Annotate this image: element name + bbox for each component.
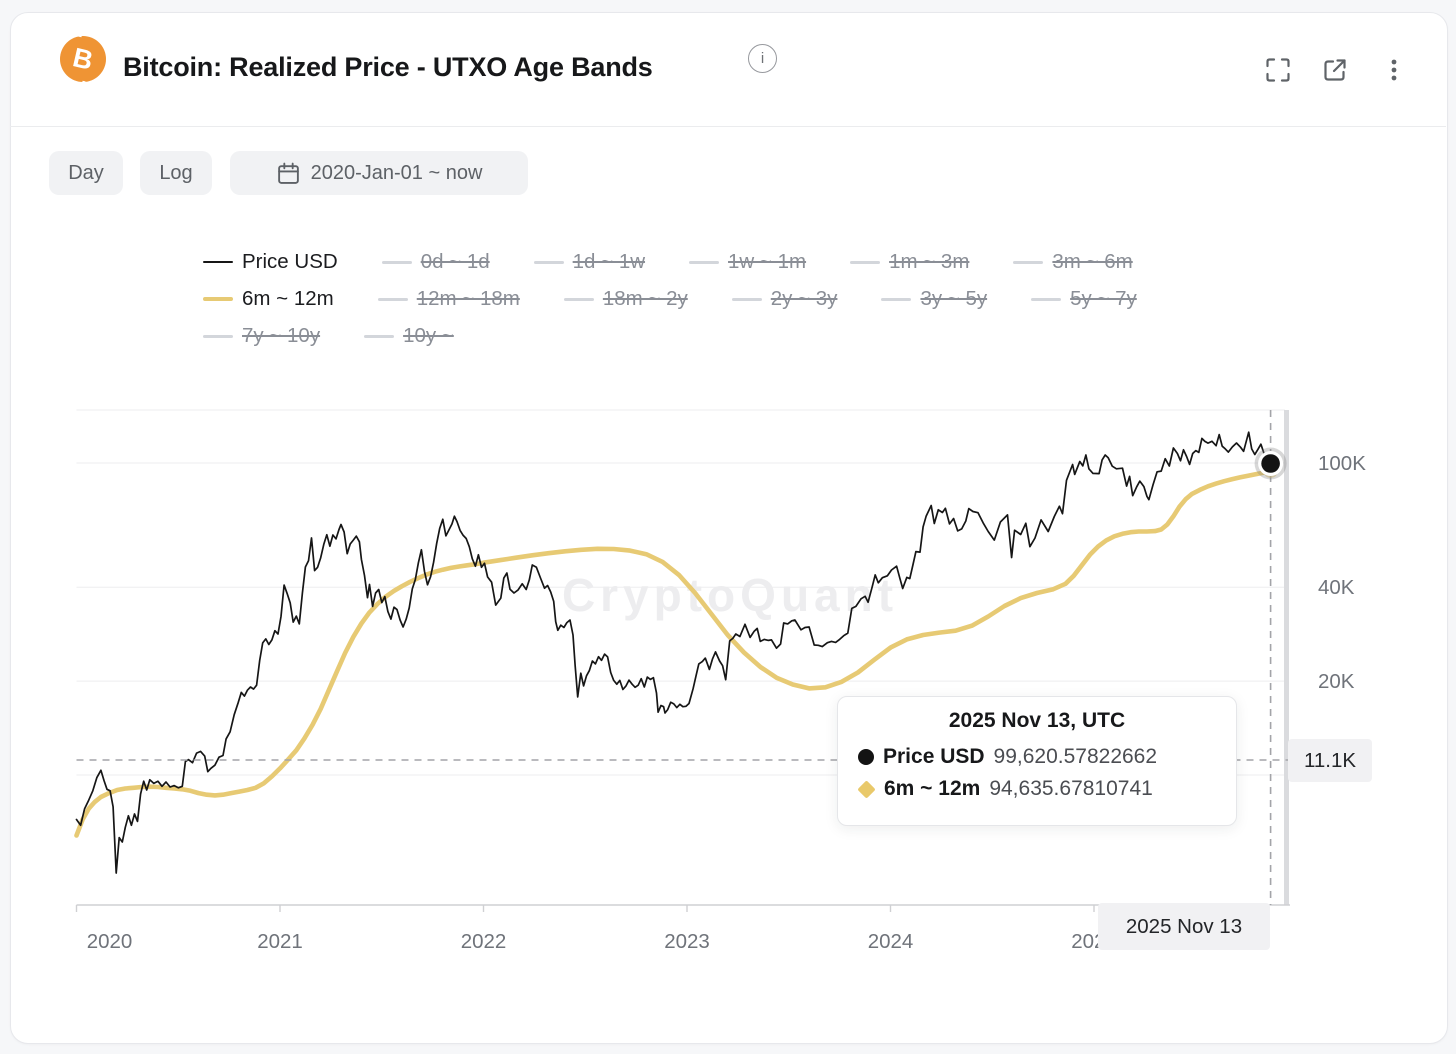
date-range-label: 2020-Jan-01 ~ now [310,161,483,184]
legend-item-3y-5y[interactable]: 3y ~ 5y [881,287,987,311]
crosshair-y-badge: 11.1K [1288,739,1372,782]
legend-dash-icon [203,297,233,301]
legend-item-1d-1w[interactable]: 1d ~ 1w [533,250,646,274]
legend-item-label: 3m ~ 6m [1052,250,1133,273]
legend-item-2y-3y[interactable]: 2y ~ 3y [731,287,838,311]
legend-dash-icon [203,261,233,263]
legend-item-label: 12m ~ 18m [416,287,520,310]
legend-item-label: 1w ~ 1m [728,250,807,273]
x-axis-label: 2022 [461,930,507,953]
scale-log-button[interactable]: Log [140,151,212,195]
interval-day-button[interactable]: Day [49,151,123,195]
x-axis-label: 2021 [257,930,303,953]
legend-row: 7y ~ 10y 10y ~ [203,324,1283,348]
kebab-menu-icon[interactable] [1380,56,1408,84]
legend-item-label: 10y ~ [403,324,454,347]
legend-dash-icon [850,260,881,264]
x-axis-label: 2020 [87,930,133,953]
y-axis-label: 40K [1318,576,1355,599]
legend-dash-icon [563,297,594,301]
legend-dash-icon [364,334,395,338]
cryptoquant-watermark: CryptoQuant [561,569,899,621]
legend-item-price-usd[interactable]: Price USD [203,250,338,274]
legend-item-7y-10y[interactable]: 7y ~ 10y [203,324,320,348]
legend-dash-icon [689,260,720,264]
legend-item-label: 3y ~ 5y [920,287,988,310]
fullscreen-icon[interactable] [1264,56,1292,84]
legend-item-label: 5y ~ 7y [1070,287,1137,310]
chart-tooltip: 2025 Nov 13, UTC Price USD 99,620.5782266… [837,696,1237,826]
tooltip-date: 2025 Nov 13, UTC [948,709,1126,732]
calendar-icon [277,162,299,184]
legend-item-6m-12m[interactable]: 6m ~ 12m [203,287,334,311]
legend-item-1w-1m[interactable]: 1w ~ 1m [689,250,806,274]
legend-item-label: 7y ~ 10y [242,324,321,347]
date-range-picker[interactable]: 2020-Jan-01 ~ now [230,151,528,195]
tooltip-series-row: 6m ~ 12m 94,635.67810741 [857,773,1216,805]
tooltip-series-value: 94,635.67810741 [989,777,1153,800]
legend-item-18m-2y[interactable]: 18m ~ 2y [563,287,688,311]
tooltip-series-value: 99,620.57822662 [993,745,1158,768]
tooltip-series-label: Price USD [883,745,985,768]
bitcoin-logo-icon: B [60,31,106,87]
legend-dash-icon [203,334,233,338]
legend-item-3m-6m[interactable]: 3m ~ 6m [1013,250,1133,274]
y-zoom-slider[interactable] [1284,410,1289,905]
legend-row: Price USD 0d ~ 1d 1d ~ 1w 1w ~ 1m 1m ~ 3m 3m … [203,250,1283,274]
price-usd-line [75,431,1272,874]
series-diamond-marker-icon [857,779,876,799]
y-axis-label: 20K [1318,670,1355,693]
legend-item-10y[interactable]: 10y ~ [364,324,454,348]
legend-item-label: 1m ~ 3m [889,250,970,273]
legend-dash-icon [1013,260,1044,264]
open-in-new-icon[interactable] [1321,56,1349,84]
legend-item-label: 2y ~ 3y [770,287,838,310]
band-6m-12m-line [74,468,1273,838]
tooltip-series-row: Price USD 99,620.57822662 [858,741,1216,773]
x-axis-label: 2023 [664,930,710,953]
legend-dash-icon [381,260,412,264]
legend-item-label: 6m ~ 12m [242,287,334,310]
series-circle-marker-icon [858,749,874,765]
y-axis-label: 100K [1318,452,1366,475]
legend-item-label: 1d ~ 1w [572,250,646,273]
legend-dash-icon [533,260,564,264]
legend-dash-icon [881,297,912,301]
legend-item-5y-7y[interactable]: 5y ~ 7y [1031,287,1137,311]
legend-row: 6m ~ 12m 12m ~ 18m 18m ~ 2y 2y ~ 3y 3y ~ 5y 5… [203,287,1283,311]
card-header: B Bitcoin: Realized Price - UTXO Age Ban… [10,12,1446,127]
legend-dash-icon [377,297,408,301]
legend-item-0d-1d[interactable]: 0d ~ 1d [381,250,490,274]
legend-dash-icon [731,297,762,301]
legend-dash-icon [1031,297,1062,301]
legend-item-label: 18m ~ 2y [602,287,688,310]
price-endpoint-marker[interactable] [1254,447,1287,480]
crosshair-x-badge: 2025 Nov 13 [1098,903,1270,950]
legend-item-label: 0d ~ 1d [420,250,490,273]
info-icon[interactable]: i [748,44,777,73]
legend-item-12m-18m[interactable]: 12m ~ 18m [377,287,520,311]
legend: Price USD 0d ~ 1d 1d ~ 1w 1w ~ 1m 1m ~ 3m 3m … [203,250,1283,348]
page-title: Bitcoin: Realized Price - UTXO Age Bands [123,52,653,82]
legend-item-1m-3m[interactable]: 1m ~ 3m [850,250,969,274]
tooltip-series-label: 6m ~ 12m [884,777,981,800]
x-axis-label: 2024 [868,930,914,953]
legend-item-label: Price USD [242,250,338,273]
